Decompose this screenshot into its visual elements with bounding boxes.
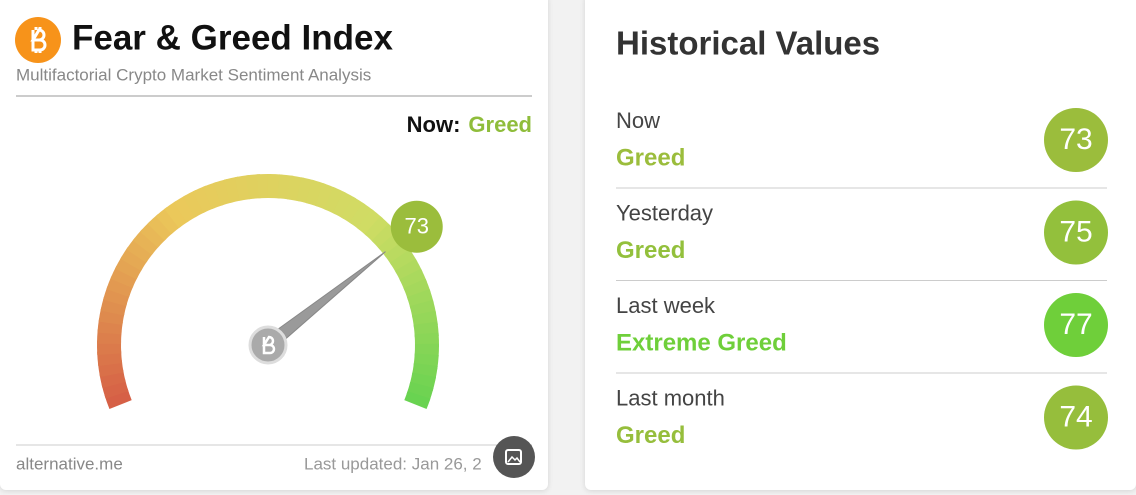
historical-title: Historical Values xyxy=(616,25,880,62)
source: alternative.me xyxy=(16,454,123,473)
bitcoin-logo xyxy=(15,17,61,63)
save-image-button[interactable] xyxy=(493,436,535,478)
now-label: Now: xyxy=(407,112,461,137)
historical-panel: Historical Values Now Greed 73 Yesterday Gre… xyxy=(585,0,1136,490)
subtitle: Multifactorial Crypto Market Sentiment A… xyxy=(16,65,371,84)
period: Last month xyxy=(616,385,725,410)
classification: Greed xyxy=(616,144,685,171)
value: 73 xyxy=(1059,123,1092,156)
historical-card: Historical Values Now Greed 73 Yesterday Gre… xyxy=(585,0,1136,490)
classification: Greed xyxy=(616,237,685,264)
period: Now xyxy=(616,108,660,133)
last-updated: Last updated: Jan 26, 2 xyxy=(304,454,482,473)
value: 75 xyxy=(1059,215,1092,248)
now-classification: Greed xyxy=(468,112,532,137)
gauge-value: 73 xyxy=(404,214,428,239)
classification: Greed xyxy=(616,422,685,449)
gauge-segment xyxy=(415,395,419,405)
period: Last week xyxy=(616,293,716,318)
value: 74 xyxy=(1059,400,1092,433)
index-card: Fear & Greed Index Multifactorial Crypto… xyxy=(0,0,548,490)
title: Fear & Greed Index xyxy=(72,18,393,57)
period: Yesterday xyxy=(616,200,713,225)
gauge-panel: Fear & Greed Index Multifactorial Crypto… xyxy=(0,0,548,490)
classification: Extreme Greed xyxy=(616,329,787,356)
value: 77 xyxy=(1059,308,1092,341)
